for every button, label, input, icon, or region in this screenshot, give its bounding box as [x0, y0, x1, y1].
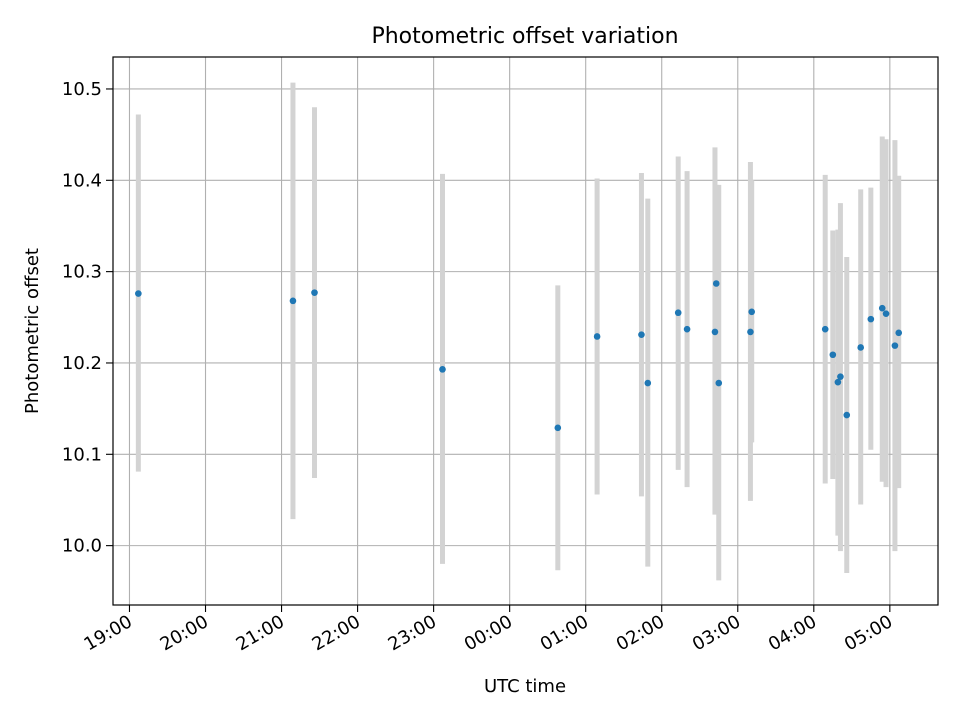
data-point	[837, 373, 844, 380]
y-tick-label: 10.2	[62, 353, 102, 374]
data-point	[843, 411, 851, 419]
y-axis-ticks: 10.0 10.1 10.2 10.3 10.4 10.5	[62, 79, 113, 557]
y-tick-label: 10.3	[62, 262, 102, 283]
data-point	[311, 289, 318, 296]
data-points	[135, 280, 903, 432]
y-tick-label: 10.0	[62, 536, 102, 557]
data-point	[712, 280, 720, 287]
data-point	[715, 379, 723, 387]
data-point	[289, 297, 297, 305]
data-point	[882, 310, 890, 317]
data-point	[895, 329, 903, 337]
data-point	[829, 351, 837, 359]
data-point	[439, 366, 446, 373]
y-axis-label: Photometric offset	[22, 248, 43, 414]
data-point	[834, 378, 842, 386]
data-point	[878, 304, 886, 312]
data-point	[554, 424, 562, 432]
y-tick-label: 10.4	[62, 170, 102, 191]
x-axis-label: UTC time	[484, 676, 566, 697]
data-point	[821, 325, 829, 333]
data-point	[638, 331, 645, 338]
y-tick-label: 10.5	[62, 79, 102, 100]
data-point	[748, 308, 756, 316]
plot-frame	[112, 56, 939, 606]
data-point	[747, 328, 754, 336]
data-point	[683, 325, 691, 333]
data-point	[644, 379, 652, 387]
data-point	[135, 290, 142, 297]
data-point	[711, 328, 719, 336]
data-point	[674, 309, 682, 317]
data-point	[857, 344, 864, 351]
data-point	[867, 315, 875, 323]
chart-title: Photometric offset variation	[371, 24, 678, 49]
data-point	[593, 333, 601, 340]
data-point	[891, 342, 899, 349]
grid	[113, 57, 938, 605]
y-tick-label: 10.1	[62, 444, 102, 465]
